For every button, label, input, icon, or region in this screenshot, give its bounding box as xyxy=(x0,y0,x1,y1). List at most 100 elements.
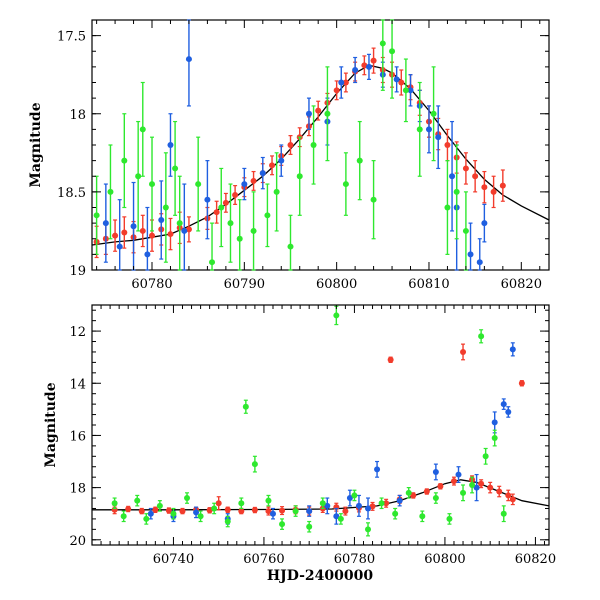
data-point xyxy=(264,212,271,219)
data-point xyxy=(481,184,488,191)
data-point xyxy=(518,380,525,387)
data-point xyxy=(125,506,132,512)
data-point xyxy=(496,488,503,495)
data-point xyxy=(423,488,430,495)
green-series xyxy=(111,305,507,537)
data-point xyxy=(460,348,467,355)
data-point xyxy=(227,220,234,227)
data-point xyxy=(509,346,516,353)
data-point xyxy=(176,220,183,227)
data-point xyxy=(355,502,362,509)
y-tick-label: 18 xyxy=(69,108,86,123)
x-tick-label: 60760 xyxy=(243,552,284,567)
data-point xyxy=(455,471,462,478)
data-point xyxy=(387,356,394,363)
data-point xyxy=(278,157,285,164)
data-point xyxy=(449,173,456,180)
data-point xyxy=(206,507,213,514)
data-point xyxy=(499,182,506,189)
data-point xyxy=(165,507,172,514)
data-point xyxy=(467,251,474,258)
data-point xyxy=(149,181,156,188)
data-point xyxy=(224,506,231,513)
data-point xyxy=(306,508,313,515)
data-point xyxy=(179,508,186,515)
data-point xyxy=(482,453,489,460)
data-point xyxy=(505,492,512,499)
y-tick-label: 19 xyxy=(69,264,86,279)
data-point xyxy=(490,188,497,195)
data-point xyxy=(374,466,381,473)
data-point xyxy=(193,509,200,516)
data-point xyxy=(120,513,127,520)
data-point xyxy=(112,232,119,239)
data-point xyxy=(351,492,358,499)
data-point xyxy=(481,220,488,227)
data-point xyxy=(238,508,245,515)
data-point xyxy=(111,500,118,507)
y-tick-label: 14 xyxy=(69,377,86,392)
blue-series xyxy=(147,342,516,525)
data-point xyxy=(172,165,179,172)
data-point xyxy=(158,217,165,223)
data-point xyxy=(236,235,243,242)
data-point xyxy=(265,508,272,515)
data-point xyxy=(250,177,257,184)
data-point xyxy=(333,87,340,94)
data-point xyxy=(209,259,216,266)
data-point xyxy=(361,62,368,69)
data-point xyxy=(333,312,340,319)
data-point xyxy=(310,142,317,148)
y-tick-label: 20 xyxy=(69,534,86,549)
data-point xyxy=(287,142,294,148)
data-point xyxy=(197,513,204,520)
bottom-data-marks xyxy=(92,305,550,537)
data-point xyxy=(450,478,457,485)
y-tick-label: 18.5 xyxy=(57,186,86,201)
data-point xyxy=(116,243,123,250)
data-point xyxy=(410,492,417,499)
data-point xyxy=(147,510,154,517)
data-point xyxy=(398,79,405,86)
bottom-panel: 60740 60760 60780 60800 60820 12 14 16 18 20 Magn… xyxy=(43,304,556,584)
bottom-y-axis-title: Magnitude xyxy=(43,382,59,467)
data-point xyxy=(378,500,385,507)
data-point xyxy=(93,212,100,219)
data-point xyxy=(469,482,476,488)
data-point xyxy=(383,500,390,507)
x-axis-title: HJD-2400000 xyxy=(267,568,374,584)
x-tick-label: 60810 xyxy=(408,277,449,292)
data-point xyxy=(242,403,249,410)
data-point xyxy=(195,181,202,188)
data-point xyxy=(139,227,146,234)
data-point xyxy=(185,56,192,63)
data-point xyxy=(218,204,225,211)
data-point xyxy=(462,227,469,234)
data-point xyxy=(121,157,128,164)
data-point xyxy=(213,209,220,216)
data-point xyxy=(279,521,286,528)
data-point xyxy=(204,196,211,203)
data-point xyxy=(437,483,444,490)
data-point xyxy=(138,508,145,515)
data-point xyxy=(389,48,396,55)
data-point xyxy=(393,76,400,83)
data-point xyxy=(425,126,432,133)
data-point xyxy=(279,507,286,514)
data-point xyxy=(319,500,326,507)
data-point xyxy=(333,513,340,520)
data-point xyxy=(170,510,177,517)
data-point xyxy=(405,489,412,496)
data-point xyxy=(156,502,163,509)
data-point xyxy=(306,523,313,530)
data-point xyxy=(337,515,344,522)
x-tick-label: 60740 xyxy=(153,552,194,567)
data-point xyxy=(152,506,159,513)
data-point xyxy=(473,484,480,491)
data-point xyxy=(478,333,485,340)
data-point xyxy=(287,243,294,250)
data-point xyxy=(356,157,363,164)
y-tick-label: 16 xyxy=(69,429,86,444)
data-point xyxy=(500,510,507,517)
